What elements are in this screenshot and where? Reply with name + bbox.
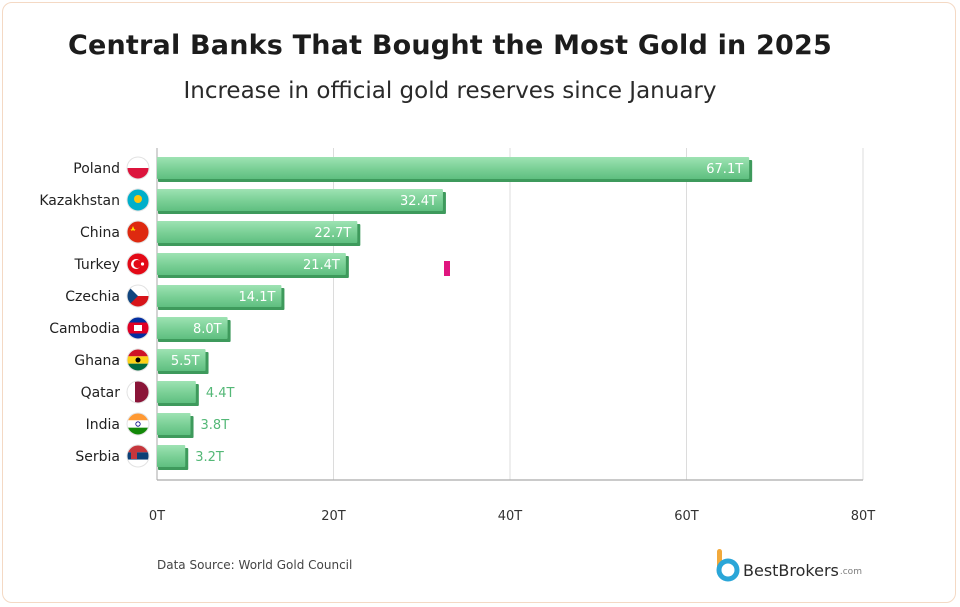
- cambodia-flag-icon: [126, 316, 150, 340]
- data-source: Data Source: World Gold Council: [157, 558, 353, 572]
- bar-india: [157, 413, 191, 435]
- brand-name: BestBrokers: [743, 560, 839, 580]
- bar-turkey: [157, 253, 346, 275]
- data-label-poland: 67.1T: [706, 162, 743, 177]
- data-label-turkey: 21.4T: [303, 258, 340, 273]
- category-label-qatar: Qatar: [81, 385, 121, 401]
- chart-title: Central Banks That Bought the Most Gold …: [67, 30, 832, 61]
- x-tick-label: 20T: [321, 509, 346, 524]
- brand-logo-group: BestBrokers .com: [714, 547, 862, 583]
- category-label-china: China: [80, 225, 120, 241]
- china-flag-icon: [126, 220, 150, 244]
- x-tick-label: 80T: [851, 509, 876, 524]
- category-label-czechia: Czechia: [65, 289, 120, 305]
- data-label-ghana: 5.5T: [171, 354, 200, 369]
- category-label-cambodia: Cambodia: [49, 321, 120, 337]
- data-label-serbia: 3.2T: [195, 450, 224, 465]
- bestbrokers-logo-icon: [716, 549, 740, 582]
- india-flag-icon: [126, 412, 150, 436]
- chart-subtitle: Increase in official gold reserves since…: [183, 78, 717, 104]
- ghana-flag-icon: [126, 348, 150, 372]
- bar-ghana: [157, 349, 206, 371]
- data-label-india: 3.8T: [201, 418, 230, 433]
- category-label-poland: Poland: [73, 161, 120, 177]
- x-tick-label: 0T: [149, 509, 165, 524]
- category-label-ghana: Ghana: [74, 353, 120, 369]
- x-tick-label: 40T: [498, 509, 523, 524]
- data-label-china: 22.7T: [314, 226, 351, 241]
- x-tick-label: 60T: [674, 509, 699, 524]
- bar-qatar: [157, 381, 196, 403]
- data-label-cambodia: 8.0T: [193, 322, 222, 337]
- czechia-flag-icon: [126, 284, 150, 308]
- bar-cambodia: [157, 317, 228, 339]
- category-label-india: India: [86, 417, 120, 433]
- qatar-flag-icon: [126, 380, 150, 404]
- category-label-kazakhstan: Kazakhstan: [39, 193, 120, 209]
- brand-tld: .com: [839, 567, 862, 577]
- bar-serbia: [157, 445, 186, 467]
- kazakhstan-flag-icon: [126, 188, 150, 212]
- turkey-flag-icon: [126, 252, 150, 276]
- bar-poland: [157, 157, 750, 179]
- bar-kazakhstan: [157, 189, 443, 211]
- serbia-flag-icon: [126, 444, 150, 468]
- data-label-qatar: 4.4T: [206, 386, 235, 401]
- category-label-serbia: Serbia: [75, 449, 120, 465]
- bar-china: [157, 221, 358, 243]
- category-label-turkey: Turkey: [73, 257, 120, 273]
- data-label-czechia: 14.1T: [239, 290, 276, 305]
- data-label-kazakhstan: 32.4T: [400, 194, 437, 209]
- pink-marker: [444, 261, 450, 276]
- bar-czechia: [157, 285, 282, 307]
- poland-flag-icon: [126, 156, 150, 180]
